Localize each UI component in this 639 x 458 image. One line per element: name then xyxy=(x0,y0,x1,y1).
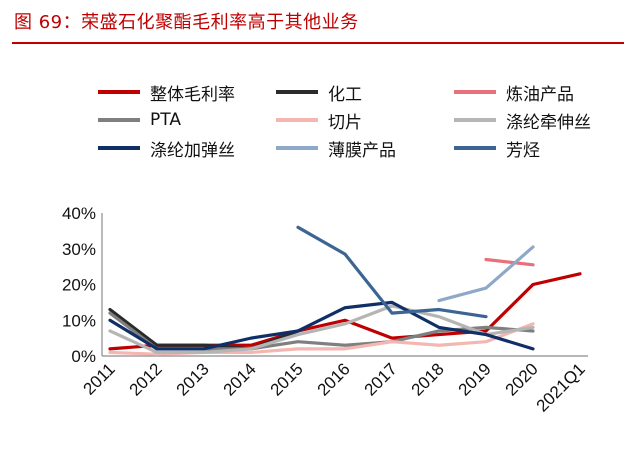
series-line xyxy=(108,272,582,351)
series-line xyxy=(108,300,535,351)
legend-swatch xyxy=(276,146,318,150)
legend-swatch xyxy=(454,118,496,122)
x-tick-label: 2016 xyxy=(314,359,354,399)
legend-item: 整体毛利率 xyxy=(98,80,235,105)
x-tick-label: 2013 xyxy=(173,359,213,399)
legend-swatch xyxy=(98,146,140,150)
line-chart: 0%10%20%30%40%2011 2012 2013 2014 2015 2016 20… xyxy=(62,204,589,416)
series-line xyxy=(484,257,535,267)
legend-swatch xyxy=(276,90,318,94)
x-tick-label: 2020 xyxy=(502,359,542,399)
x-tick-label: 2017 xyxy=(361,359,401,399)
y-tick-label: 40% xyxy=(62,204,96,223)
legend-label: 整体毛利率 xyxy=(150,84,235,105)
x-tick-label: 2015 xyxy=(267,359,307,399)
y-tick-label: 30% xyxy=(62,240,96,259)
y-tick-label: 0% xyxy=(71,347,96,366)
legend-label: 化工 xyxy=(328,84,362,105)
series-line xyxy=(296,225,488,319)
legend-swatch xyxy=(454,90,496,94)
legend-swatch xyxy=(454,146,496,150)
series-line xyxy=(108,304,535,355)
legend-item: 芳烃 xyxy=(454,136,540,161)
y-tick-label: 20% xyxy=(62,276,96,295)
legend-swatch xyxy=(276,118,318,122)
legend-item: 涤纶牵伸丝 xyxy=(454,108,591,133)
x-tick-label: 2014 xyxy=(220,359,260,399)
legend-swatch xyxy=(98,118,140,122)
figure-title: 图 69：荣盛石化聚酯毛利率高于其他业务 xyxy=(14,12,359,33)
x-tick-label: 2019 xyxy=(455,359,495,399)
legend-label: 芳烃 xyxy=(506,140,540,161)
legend-item: 涤纶加弹丝 xyxy=(98,136,235,161)
legend-item: 薄膜产品 xyxy=(276,136,396,161)
legend-item: PTA xyxy=(98,108,181,132)
legend-item: 炼油产品 xyxy=(454,80,574,105)
x-tick-label: 2012 xyxy=(126,359,166,399)
legend-label: 涤纶加弹丝 xyxy=(150,140,235,161)
chart-legend: 整体毛利率 化工 炼油产品 PTA 切片 涤纶牵伸丝涤纶加弹丝 薄膜产品 芳烃 xyxy=(98,80,618,170)
y-tick-label: 10% xyxy=(62,311,96,330)
series-line xyxy=(437,245,535,303)
legend-label: PTA xyxy=(150,110,181,130)
legend-label: 涤纶牵伸丝 xyxy=(506,112,591,133)
title-divider xyxy=(12,42,624,44)
x-tick-label: 2018 xyxy=(408,359,448,399)
legend-item: 切片 xyxy=(276,108,362,133)
x-tick-label: 2021Q1 xyxy=(533,359,589,415)
legend-item: 化工 xyxy=(276,80,362,105)
legend-label: 炼油产品 xyxy=(506,84,574,105)
legend-swatch xyxy=(98,90,140,94)
legend-label: 薄膜产品 xyxy=(328,140,396,161)
legend-label: 切片 xyxy=(328,112,362,133)
